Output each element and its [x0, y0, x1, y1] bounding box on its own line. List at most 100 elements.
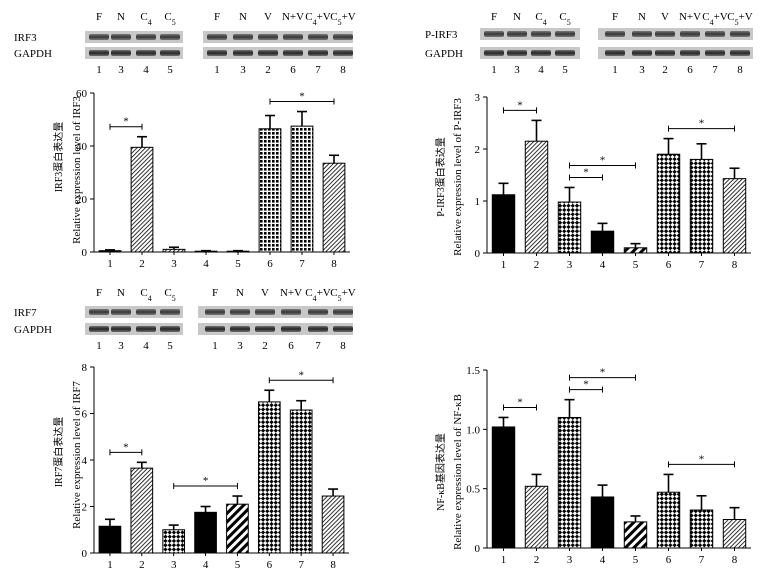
- blot-band: [258, 50, 278, 56]
- western-blot: P-IRF3 GAPDH F 1 N 3 C4 4 C5 5 F 1 N 3 V 2 N+V 6 C4+V 7 C5+V…: [425, 11, 753, 76]
- y-tick-label: 4: [82, 455, 88, 467]
- western-blot: IRF7 GAPDH F 1 N 3 C4 4 C5 5 F 1 N 3 V 2 N+V 6 C4+V 7 C5+V 8: [14, 287, 356, 352]
- bar-8: [722, 178, 747, 254]
- x-tick-label: 4: [600, 259, 606, 271]
- blot-lane-number: 2: [662, 64, 668, 76]
- x-tick-label: 8: [330, 559, 336, 571]
- blot-row-label: IRF7: [14, 307, 37, 319]
- blot-band: [89, 50, 109, 56]
- blot-lane-number: 8: [737, 64, 743, 76]
- blot-band: [281, 326, 301, 332]
- blot-lane-header: N+V: [282, 11, 304, 23]
- x-tick-label: 7: [699, 259, 705, 271]
- blot-lane-number: 5: [167, 64, 173, 76]
- x-tick-label: 1: [501, 554, 507, 566]
- blot-lane-number: 4: [538, 64, 544, 76]
- blot-band: [160, 326, 180, 332]
- bar-5: [623, 247, 648, 254]
- bar-6: [656, 153, 681, 254]
- blot-band: [205, 326, 225, 332]
- y-tick-label: 60: [76, 88, 88, 100]
- bar-3: [162, 529, 186, 554]
- blot-row-label: GAPDH: [425, 48, 463, 60]
- blot-membrane: [85, 31, 183, 43]
- blot-band: [230, 309, 250, 315]
- x-tick-label: 3: [567, 554, 573, 566]
- blot-lane-header: C5+V: [330, 11, 356, 27]
- sig-star: *: [123, 441, 129, 453]
- panel-p-irf3: 0 1 2 3 P-IRF3蛋白表达量 Relative expression level…: [425, 11, 753, 271]
- y-tick-label: 1.5: [466, 365, 480, 377]
- blot-lane-header: V: [261, 287, 269, 299]
- bar-7: [689, 158, 714, 254]
- bar-6: [258, 128, 282, 253]
- sig-star: *: [699, 453, 705, 465]
- y-tick-label: 3: [475, 92, 481, 104]
- blot-band: [705, 31, 725, 37]
- blot-lane-number: 6: [687, 64, 693, 76]
- blot-lane-header: C4: [140, 11, 151, 27]
- blot-band: [111, 309, 131, 315]
- x-tick-label: 4: [203, 559, 209, 571]
- blot-row-label: GAPDH: [14, 48, 52, 60]
- bar-7: [290, 125, 314, 253]
- blot-lane-header: N: [236, 287, 244, 299]
- blot-band: [555, 31, 575, 37]
- sig-star: *: [298, 369, 304, 381]
- x-tick-label: 7: [699, 554, 705, 566]
- blot-lane-number: 1: [612, 64, 618, 76]
- blot-lane-header: F: [96, 11, 102, 23]
- bar-2: [524, 485, 549, 549]
- y-axis-label-cn: IRF7蛋白表达量: [52, 417, 65, 488]
- blot-lane-number: 7: [315, 64, 321, 76]
- y-tick-label: 0: [82, 247, 88, 259]
- y-axis-label-en: Relative expression level of P-IRF3: [452, 98, 464, 256]
- blot-band: [730, 50, 750, 56]
- x-tick-label: 2: [534, 554, 540, 566]
- x-tick-label: 2: [139, 258, 145, 270]
- blot-band: [205, 309, 225, 315]
- blot-band: [333, 34, 353, 40]
- y-axis-label-en: Relative expression level of NF-κB: [452, 394, 464, 550]
- y-tick-label: 0: [475, 248, 481, 260]
- y-axis-label-en: Relative expression level of IRF3: [71, 96, 83, 244]
- bar-3: [162, 248, 186, 253]
- blot-band: [308, 326, 328, 332]
- blot-lane-number: 6: [290, 64, 296, 76]
- blot-lane-header: C4: [140, 287, 151, 303]
- blot-band: [136, 309, 156, 315]
- bar-2: [524, 140, 549, 254]
- blot-band: [89, 34, 109, 40]
- bar-7: [289, 409, 313, 554]
- blot-lane-header: C4+V: [702, 11, 728, 27]
- blot-band: [605, 50, 625, 56]
- bar-3: [557, 201, 582, 254]
- blot-band: [255, 326, 275, 332]
- blot-lane-number: 5: [167, 340, 173, 352]
- blot-band: [111, 326, 131, 332]
- blot-lane-number: 2: [265, 64, 271, 76]
- bar-5: [226, 503, 249, 554]
- blot-band: [308, 34, 328, 40]
- sig-star: *: [517, 396, 523, 408]
- blot-lane-header: C5: [559, 11, 570, 27]
- bar-2: [130, 467, 154, 554]
- blot-band: [655, 31, 675, 37]
- blot-band: [655, 50, 675, 56]
- blot-band: [258, 34, 278, 40]
- x-tick-label: 6: [666, 554, 672, 566]
- blot-lane-number: 3: [639, 64, 645, 76]
- bar-4: [194, 511, 217, 554]
- blot-lane-header: N+V: [280, 287, 302, 299]
- blot-band: [283, 50, 303, 56]
- blot-band: [89, 309, 109, 315]
- blot-lane-header: F: [214, 11, 220, 23]
- blot-band: [555, 50, 575, 56]
- y-tick-label: 8: [82, 362, 88, 374]
- blot-lane-header: F: [212, 287, 218, 299]
- western-blot: IRF3 GAPDH F 1 N 3 C4 4 C5 5 F 1 N 3 V 2 N+V 6 C4+V 7 C5+V 8: [14, 11, 356, 76]
- blot-band: [283, 34, 303, 40]
- blot-lane-number: 3: [237, 340, 243, 352]
- blot-lane-header: F: [491, 11, 497, 23]
